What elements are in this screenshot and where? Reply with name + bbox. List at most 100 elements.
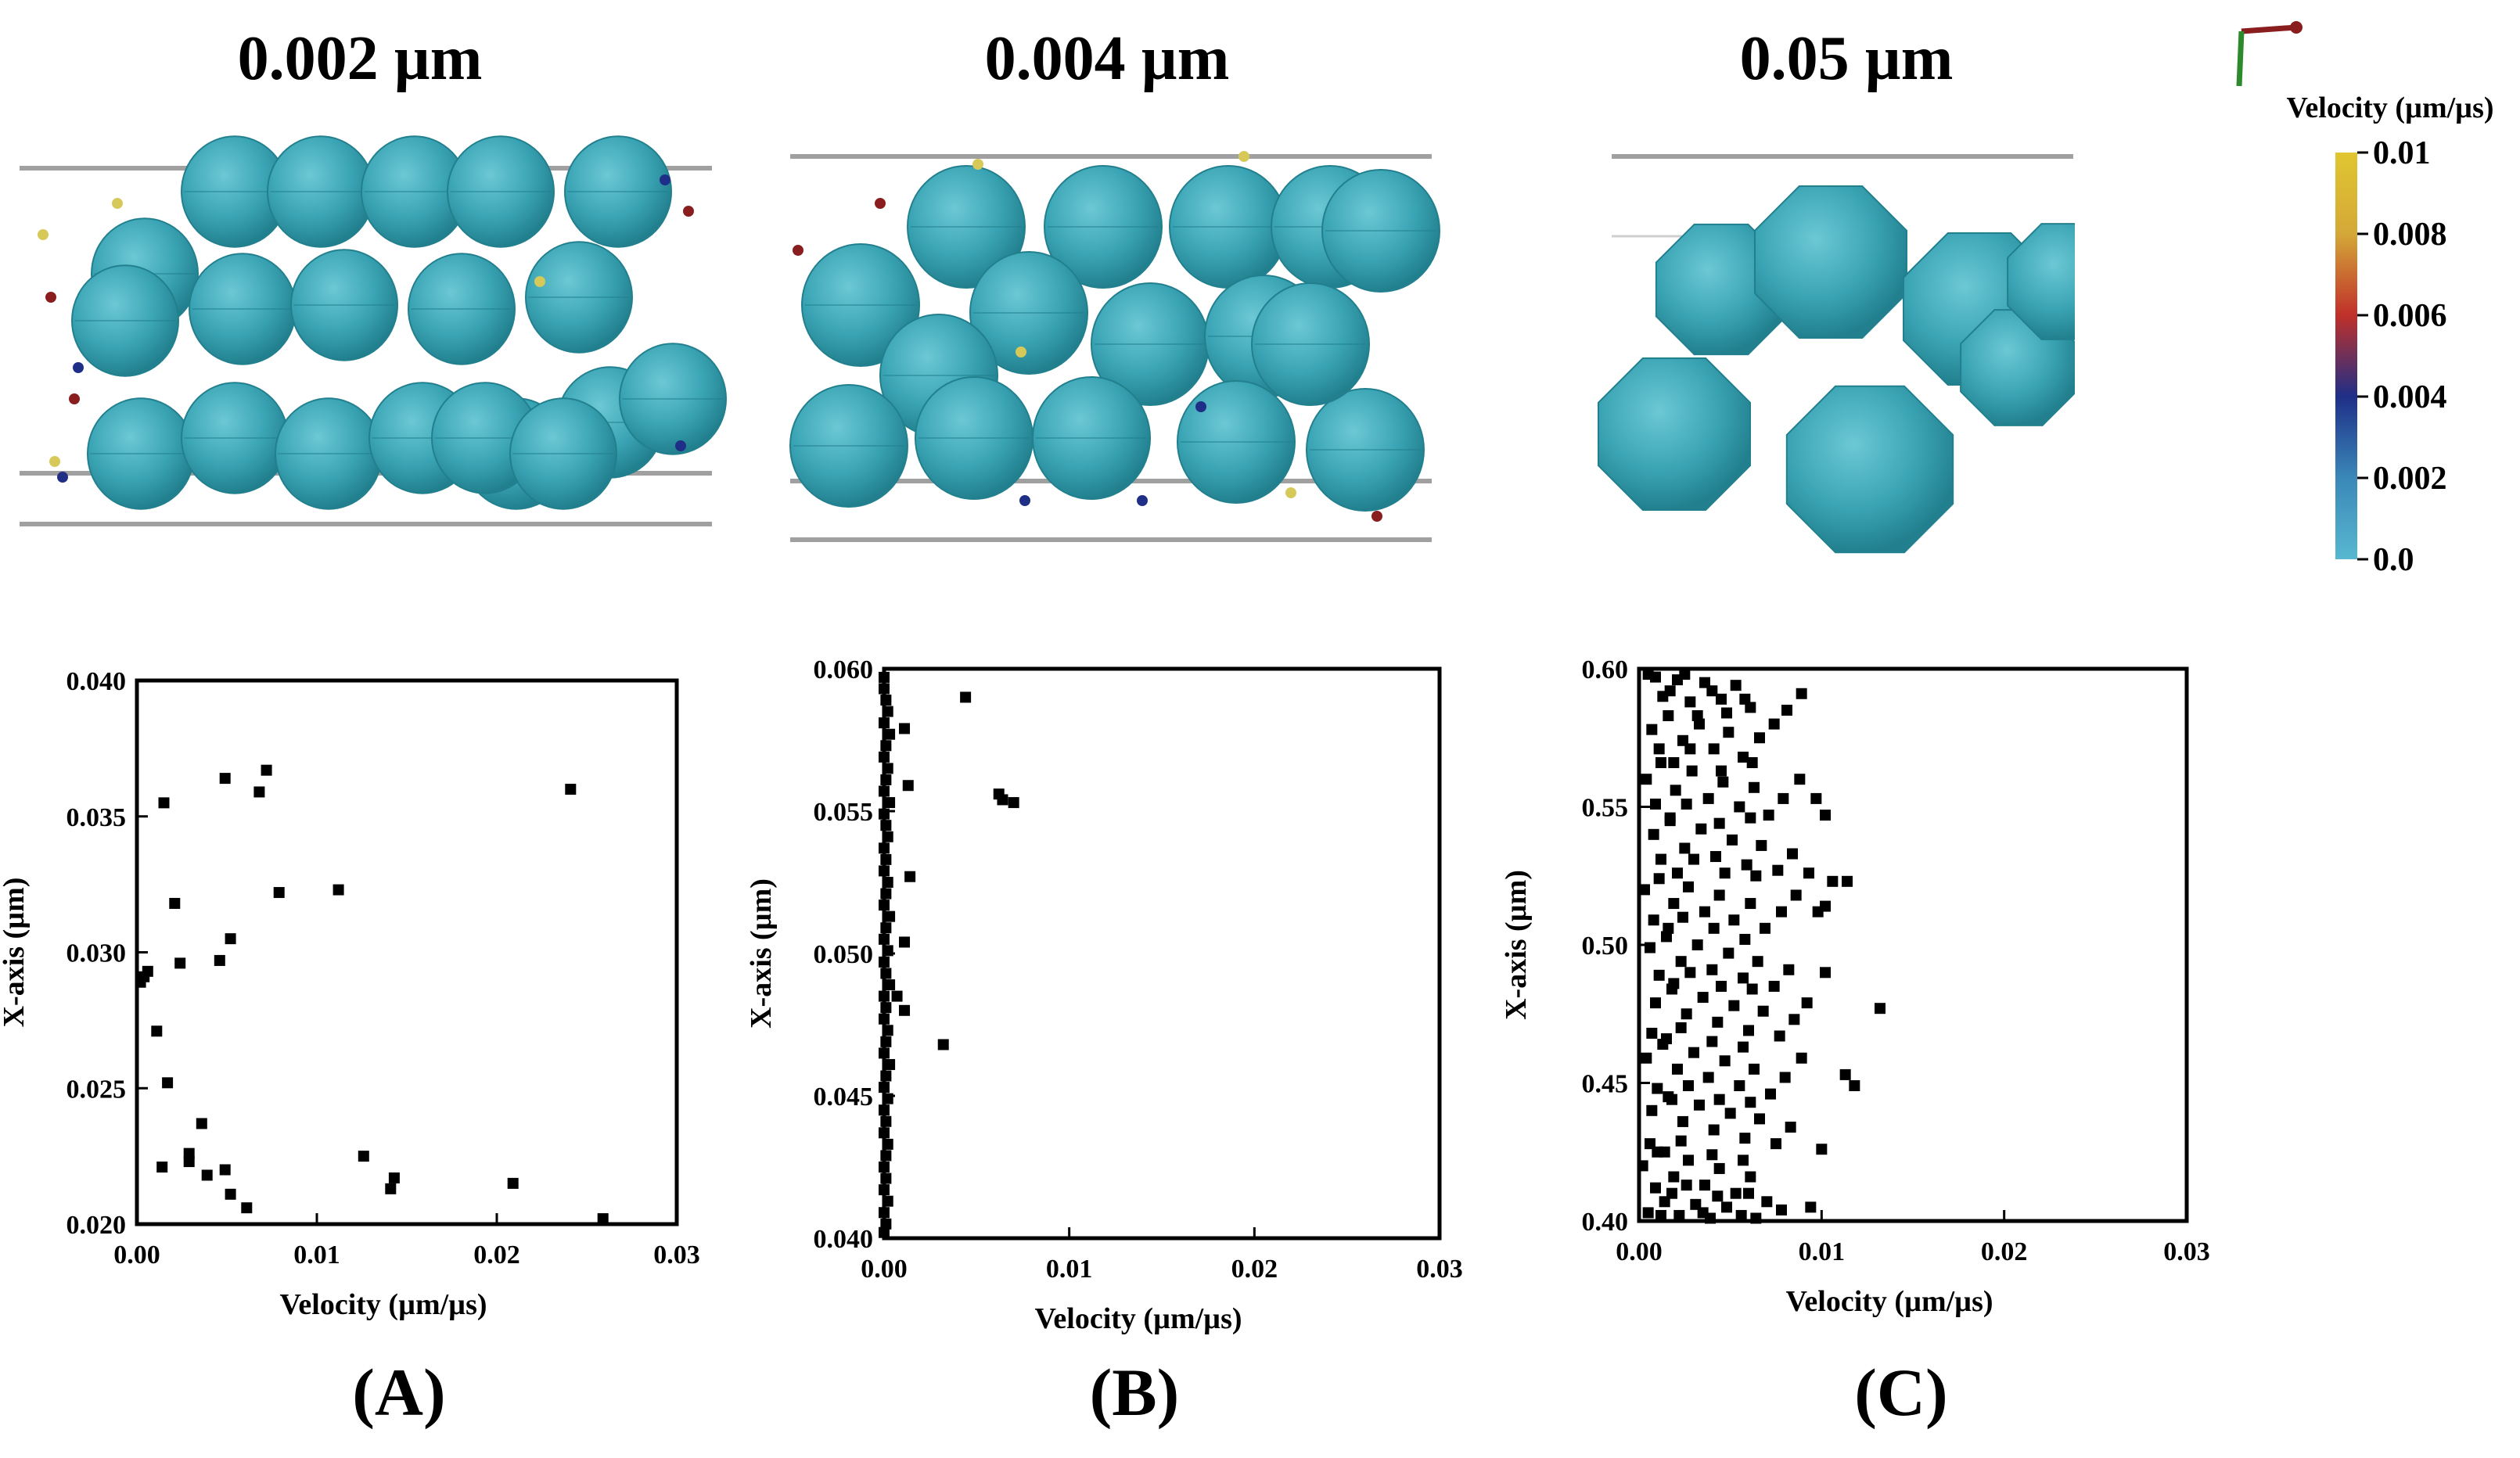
- data-point: [1675, 1022, 1687, 1033]
- small-particle: [534, 276, 545, 287]
- scatter-chart-b: 0.00 0.01 0.02 0.03 0.040 0.045 0.050 0.055 0.06…: [745, 655, 1463, 1335]
- data-point: [884, 910, 896, 922]
- y-tick-label: 0.050: [814, 940, 874, 969]
- data-point: [1749, 781, 1760, 793]
- data-point: [1677, 911, 1688, 923]
- data-point: [1728, 914, 1740, 926]
- data-point: [1697, 992, 1709, 1004]
- data-point: [1699, 1180, 1710, 1191]
- data-point: [1697, 1207, 1709, 1219]
- data-point: [1739, 1133, 1751, 1144]
- y-axis-label: X-axis (µm): [745, 878, 778, 1029]
- data-point: [1699, 906, 1710, 918]
- x-tick-label: 0.01: [1046, 1255, 1093, 1284]
- data-point: [1745, 812, 1756, 824]
- data-point: [1757, 1005, 1769, 1017]
- data-point: [882, 706, 893, 717]
- y-tick-label: 0.45: [1582, 1070, 1629, 1099]
- panel-c-label: (C): [1854, 1355, 1948, 1430]
- small-particle: [73, 362, 84, 373]
- data-point: [882, 1093, 893, 1104]
- data-point: [1779, 1072, 1791, 1083]
- data-point: [937, 1039, 949, 1050]
- data-point: [214, 954, 225, 966]
- data-point: [884, 797, 896, 809]
- data-point: [1702, 792, 1714, 804]
- data-point: [880, 922, 892, 934]
- data-point: [1783, 964, 1795, 975]
- data-point: [1708, 922, 1720, 934]
- data-point: [385, 1183, 397, 1194]
- data-point: [899, 1004, 911, 1016]
- data-point: [1661, 1033, 1672, 1045]
- data-point: [1646, 1027, 1658, 1039]
- data-point: [1684, 967, 1696, 979]
- data-point: [1796, 1052, 1807, 1064]
- data-point: [879, 671, 890, 683]
- small-particle: [38, 229, 49, 240]
- data-point: [1745, 898, 1756, 910]
- data-point: [1723, 727, 1735, 738]
- data-point: [1648, 914, 1659, 926]
- data-point: [1734, 801, 1745, 813]
- data-point: [879, 956, 890, 968]
- data-point: [880, 1002, 892, 1014]
- data-point: [1659, 1196, 1670, 1208]
- data-point: [1706, 1036, 1718, 1047]
- data-point: [1679, 842, 1691, 854]
- data-point: [1727, 834, 1738, 846]
- data-point: [142, 965, 153, 977]
- data-point: [1694, 1099, 1705, 1111]
- data-point: [1666, 1187, 1677, 1199]
- data-point: [1710, 851, 1721, 863]
- data-point: [1645, 942, 1655, 953]
- data-point: [880, 1070, 892, 1082]
- data-point: [1706, 1149, 1718, 1161]
- data-point: [1728, 1000, 1740, 1011]
- data-point: [1663, 922, 1674, 934]
- x-tick-label: 0.00: [861, 1255, 908, 1284]
- data-point: [1849, 1080, 1860, 1092]
- simulation-scenes: Velocity (µm/µs) 0.01 0.008 0.006 0.004 0.002…: [20, 21, 2513, 579]
- data-point: [879, 1082, 890, 1094]
- data-point: [1688, 853, 1699, 865]
- data-point: [1666, 1094, 1677, 1105]
- data-point: [261, 764, 272, 776]
- data-point: [1668, 898, 1680, 910]
- y-tick-label: 0.60: [1582, 655, 1629, 684]
- data-point: [1743, 1187, 1754, 1199]
- data-point: [1842, 875, 1853, 887]
- data-point: [1716, 765, 1727, 777]
- data-point: [1716, 693, 1727, 705]
- data-point: [1653, 743, 1665, 755]
- data-point: [1642, 1207, 1654, 1219]
- x-axis-label: Velocity (µm/µs): [279, 1288, 487, 1321]
- small-particle: [972, 159, 983, 170]
- data-point: [1750, 870, 1762, 882]
- data-point: [1672, 1063, 1683, 1075]
- data-point: [879, 751, 890, 763]
- data-point: [1805, 1201, 1817, 1213]
- panel-b-label: (B): [1089, 1355, 1180, 1430]
- y-tick-label: 0.040: [814, 1225, 874, 1254]
- data-point: [1768, 718, 1780, 730]
- data-point: [1641, 774, 1652, 785]
- small-particle: [875, 198, 886, 209]
- data-point: [882, 945, 893, 957]
- data-point: [388, 1172, 400, 1183]
- data-point: [1650, 1182, 1661, 1194]
- small-particle: [57, 472, 68, 483]
- colorbar-tick-label: 0.004: [2373, 379, 2447, 415]
- data-point: [1677, 734, 1688, 746]
- data-point: [1706, 964, 1718, 975]
- data-point: [879, 717, 890, 729]
- data-point: [1724, 1108, 1736, 1119]
- data-point: [1668, 978, 1680, 989]
- data-point: [1681, 1180, 1692, 1191]
- data-point: [1717, 776, 1729, 788]
- data-point: [1739, 693, 1751, 705]
- data-point: [1743, 1025, 1754, 1036]
- data-point: [1712, 1190, 1724, 1202]
- data-point: [1734, 1080, 1745, 1092]
